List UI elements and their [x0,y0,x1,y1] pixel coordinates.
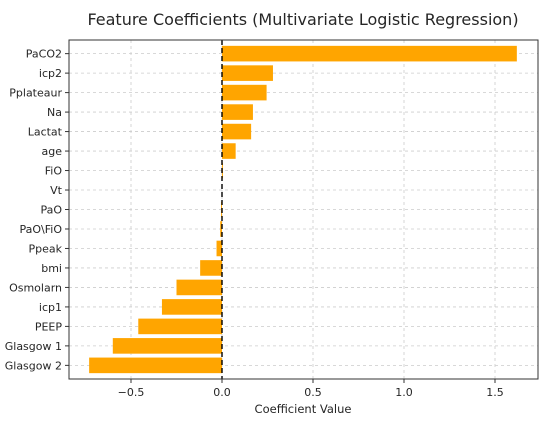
bar-peep [138,318,222,335]
bar-glasgow-1 [112,338,222,354]
bar-icp1 [161,299,222,315]
y-tick-label: PEEP [35,320,63,333]
x-tick-label: −0.5 [118,386,145,399]
y-tick-label: Pplateaur [9,87,62,100]
bars [89,45,517,374]
y-tick-label: PaCO2 [26,48,62,61]
y-tick-label: bmi [41,262,62,275]
y-tick-label: Vt [50,184,63,197]
bar-bmi [200,260,222,276]
y-tick-label: Ppeak [29,242,63,255]
y-tick-label: icp1 [39,301,62,314]
x-tick-label: 0.5 [304,386,322,399]
bar-age [222,143,236,159]
y-tick-label: PaO [40,204,62,217]
bar-lactat [222,123,252,140]
y-tick-label: Glasgow 1 [5,340,62,353]
bar-icp2 [222,65,273,81]
bar-osmolarn [176,279,222,296]
bar-pplateaur [222,84,267,101]
chart-title: Feature Coefficients (Multivariate Logis… [87,10,518,29]
bar-ppeak [216,240,222,257]
y-axis-ticks: PaCO2 icp2 Pplateaur Na Lactat age FiO Vt PaO PaO… [5,48,69,372]
y-tick-label: PaO\FiO [20,223,63,236]
bar-glasgow-2 [89,357,222,374]
y-tick-label: icp2 [39,67,62,80]
x-axis-ticks: −0.5 0.0 0.5 1.0 1.5 [118,379,504,399]
bar-na [222,104,253,120]
grid-lines [69,40,538,379]
y-tick-label: age [42,145,63,158]
y-tick-label: Glasgow 2 [5,359,62,372]
y-tick-label: FiO [45,165,63,178]
x-axis-label: Coefficient Value [255,402,352,416]
x-tick-label: 0.0 [213,386,231,399]
bar-pao-fio [220,221,222,237]
y-tick-label: Na [47,106,62,119]
y-tick-label: Lactat [28,126,63,139]
bar-paco2 [222,45,517,62]
x-tick-label: 1.5 [486,386,504,399]
y-tick-label: Osmolarn [9,281,62,294]
x-tick-label: 1.0 [395,386,413,399]
